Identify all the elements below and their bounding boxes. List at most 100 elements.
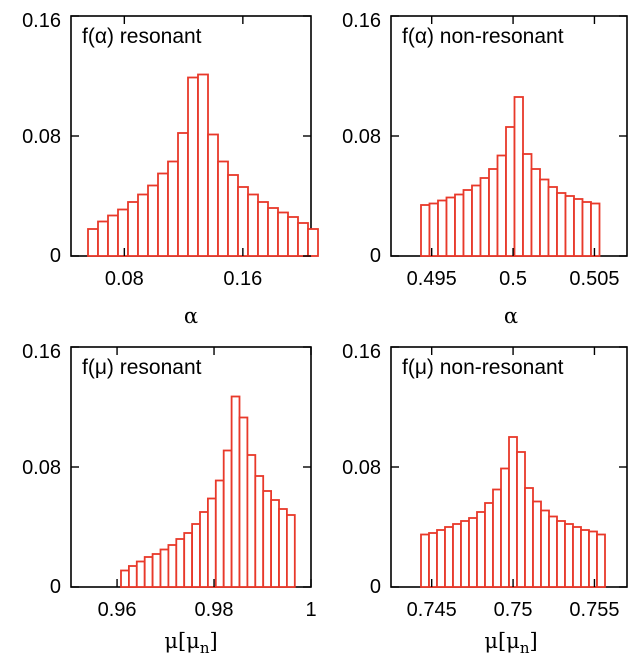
histogram-bar (445, 196, 456, 257)
x-tick-label: 0.745 (407, 599, 457, 621)
histogram-bar (187, 76, 199, 257)
panel-mu-non-resonant: 0 0.08 0.16 0.745 0.75 0.755 f(μ) non-resona… (342, 341, 628, 657)
histogram-bar (420, 204, 431, 257)
histogram-bar (87, 228, 99, 257)
histogram-bar (596, 533, 606, 588)
histogram-bar (479, 177, 490, 257)
y-tick-label: 0.08 (342, 457, 381, 479)
histogram-bar (505, 126, 516, 257)
histogram-bar (97, 220, 109, 257)
y-tick-label: 0 (370, 576, 381, 598)
x-tick-label: 0.98 (195, 599, 234, 621)
histogram-bar (588, 530, 598, 588)
histogram-bar (436, 529, 446, 588)
y-tick-label: 0.08 (22, 457, 61, 479)
x-tick-label: 0.16 (223, 268, 262, 290)
histogram-bar (127, 201, 139, 257)
histogram-bar (513, 96, 524, 257)
histogram-bar (199, 511, 209, 588)
y-tick-label: 0.16 (22, 10, 61, 32)
x-tick-labels: 0.495 0.5 0.505 (407, 16, 619, 290)
y-tick-labels: 0 0.08 0.16 (22, 341, 311, 598)
y-tick-label: 0 (370, 245, 381, 267)
histogram-bar (167, 160, 179, 257)
histogram-bar (167, 544, 178, 588)
x-tick-label: 0.495 (407, 268, 457, 290)
histogram-bars (420, 436, 606, 588)
x-tick-labels: 0.96 0.98 1 (98, 347, 317, 621)
histogram-bar (530, 168, 541, 257)
histogram-bar (238, 416, 249, 588)
x-tick-label: 0.755 (569, 599, 619, 621)
histogram-bars (120, 395, 296, 588)
y-tick-label: 0.16 (342, 10, 381, 32)
y-tick-label: 0 (50, 576, 61, 598)
histogram-bar (462, 189, 473, 257)
histogram-bar (488, 168, 499, 257)
x-tick-label: 0.96 (98, 599, 137, 621)
histogram-bar (237, 186, 249, 257)
histogram-bar (420, 533, 430, 588)
histogram-bar (590, 202, 601, 257)
histogram-bar (230, 395, 241, 588)
histogram-bar (135, 560, 146, 588)
histogram-bar (572, 526, 582, 588)
histogram-bar (151, 553, 162, 588)
histogram-bar (539, 178, 550, 257)
histogram-bar (137, 193, 149, 257)
histogram-bar (117, 208, 129, 257)
histogram-bar (484, 502, 494, 588)
histogram-bar (262, 490, 273, 588)
histogram-bar (452, 523, 462, 588)
y-tick-label: 0.08 (22, 126, 61, 148)
histogram-bar (147, 184, 159, 257)
histogram-bar (277, 211, 289, 257)
panel-mu-resonant: 0 0.08 0.16 0.96 0.98 1 f(μ) resonant μ[μn] (22, 341, 317, 657)
x-axis-label: μ[μn] (164, 629, 217, 657)
histogram-bar (246, 454, 257, 588)
y-tick-label: 0.16 (22, 341, 61, 363)
panel-alpha-non-resonant: 0 0.08 0.16 0.495 0.5 0.505 f(α) non-resonan… (342, 10, 628, 328)
histogram-bar (492, 488, 502, 588)
histogram-bar (508, 436, 518, 588)
histogram-bar (437, 199, 448, 257)
histogram-bar (581, 201, 592, 257)
histogram-bar (524, 487, 534, 588)
histogram-bar (175, 538, 186, 588)
histogram-bar (556, 520, 566, 588)
x-tick-label: 0.08 (105, 268, 144, 290)
histogram-bar (287, 216, 299, 257)
histogram-bar (428, 532, 438, 588)
histogram-bar (522, 153, 533, 257)
histogram-bar (556, 192, 567, 257)
histogram-bar (227, 174, 239, 257)
histogram-bars (420, 96, 601, 257)
histogram-bar (197, 73, 209, 257)
histogram-bar (206, 497, 217, 588)
x-axis-label: α (504, 304, 518, 328)
histogram-bar (297, 222, 309, 257)
histogram-bar (183, 532, 193, 588)
histogram-bar (564, 195, 575, 257)
histogram-bar (254, 475, 265, 588)
histogram-bar (222, 449, 233, 588)
histogram-bar (257, 201, 269, 257)
histogram-bar (476, 511, 486, 588)
histogram-bar (285, 514, 296, 588)
histogram-bar (214, 479, 225, 588)
histogram-bar (564, 523, 574, 588)
histogram-bar (157, 172, 169, 257)
histogram-bar (532, 500, 542, 588)
histogram-bar (270, 499, 280, 588)
panel-title: f(α) non-resonant (402, 25, 564, 48)
panel-title: f(α) resonant (82, 25, 202, 48)
histogram-bar (159, 548, 170, 588)
histogram-bar (120, 569, 130, 588)
histogram-bars (87, 73, 319, 257)
histogram-bar (217, 160, 229, 257)
histogram-bar (468, 517, 478, 588)
histogram-bar (500, 467, 510, 588)
histogram-bar (267, 207, 279, 257)
histogram-bar (247, 193, 259, 257)
